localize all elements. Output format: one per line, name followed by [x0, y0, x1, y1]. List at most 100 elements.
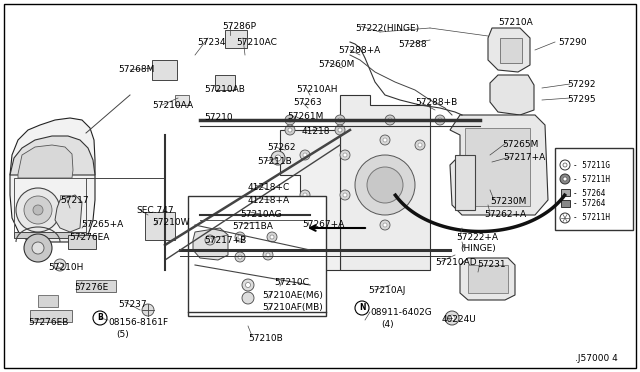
Text: 57210AB: 57210AB	[204, 85, 245, 94]
Circle shape	[367, 167, 403, 203]
Text: 57210: 57210	[204, 113, 232, 122]
Text: .J57000 4: .J57000 4	[575, 354, 618, 363]
Circle shape	[93, 311, 107, 325]
Circle shape	[343, 153, 347, 157]
Text: 57217+B: 57217+B	[204, 236, 246, 245]
Circle shape	[58, 263, 63, 267]
Circle shape	[385, 115, 395, 125]
Bar	[76, 280, 116, 292]
Text: - 57211H: - 57211H	[573, 174, 610, 183]
Circle shape	[340, 190, 350, 200]
Circle shape	[24, 234, 52, 262]
Circle shape	[335, 125, 345, 135]
Text: 57265+A: 57265+A	[81, 220, 124, 229]
Circle shape	[338, 128, 342, 132]
Bar	[188, 196, 326, 316]
Circle shape	[242, 279, 254, 291]
Circle shape	[288, 128, 292, 132]
Circle shape	[303, 193, 307, 197]
Text: 40224U: 40224U	[442, 315, 477, 324]
Bar	[225, 30, 247, 48]
Text: 57211BA: 57211BA	[232, 222, 273, 231]
Circle shape	[449, 315, 455, 321]
Circle shape	[288, 118, 292, 122]
Polygon shape	[488, 28, 530, 72]
Bar	[60, 195, 70, 201]
Text: 57210AE(M6): 57210AE(M6)	[262, 291, 323, 300]
Circle shape	[380, 220, 390, 230]
Bar	[152, 60, 177, 80]
Text: 57288+A: 57288+A	[338, 46, 380, 55]
Bar	[561, 189, 570, 196]
Text: - 57264: - 57264	[573, 199, 605, 208]
Text: (HINGE): (HINGE)	[460, 244, 496, 253]
Circle shape	[388, 118, 392, 122]
Circle shape	[303, 153, 307, 157]
Bar	[175, 95, 189, 105]
Circle shape	[242, 292, 254, 304]
Circle shape	[142, 304, 154, 316]
Bar	[468, 265, 508, 293]
Text: 57265M: 57265M	[502, 140, 538, 149]
Text: 57263: 57263	[293, 98, 322, 107]
Circle shape	[300, 150, 310, 160]
Text: (5): (5)	[116, 330, 129, 339]
Text: 57210AG: 57210AG	[240, 210, 282, 219]
Circle shape	[275, 155, 281, 161]
Text: 57268M: 57268M	[118, 65, 154, 74]
Circle shape	[355, 301, 369, 315]
Bar	[561, 200, 570, 207]
Circle shape	[438, 118, 442, 122]
Text: B: B	[97, 314, 103, 323]
Circle shape	[285, 115, 295, 125]
Text: 57217+A: 57217+A	[503, 153, 545, 162]
Circle shape	[235, 252, 245, 262]
Polygon shape	[193, 228, 228, 260]
Text: 57210AD: 57210AD	[435, 258, 477, 267]
Circle shape	[263, 250, 273, 260]
Text: 57290: 57290	[558, 38, 587, 47]
Text: 57286P: 57286P	[222, 22, 256, 31]
Polygon shape	[10, 118, 95, 242]
Text: (4): (4)	[381, 320, 394, 329]
Text: 57230M: 57230M	[490, 197, 526, 206]
Circle shape	[270, 235, 274, 239]
Text: 41218+A: 41218+A	[248, 196, 290, 205]
Circle shape	[355, 155, 415, 215]
Text: 57261M: 57261M	[287, 112, 323, 121]
Text: 57210W: 57210W	[152, 218, 189, 227]
Circle shape	[300, 190, 310, 200]
Circle shape	[338, 118, 342, 122]
Text: 57260M: 57260M	[318, 60, 355, 69]
Circle shape	[54, 259, 66, 271]
Circle shape	[285, 125, 295, 135]
Circle shape	[266, 253, 270, 257]
Text: 57276EB: 57276EB	[28, 318, 68, 327]
Text: 57210A: 57210A	[498, 18, 532, 27]
Circle shape	[208, 238, 212, 242]
Polygon shape	[55, 195, 82, 232]
Text: 57262: 57262	[267, 143, 296, 152]
Circle shape	[235, 232, 245, 242]
Circle shape	[415, 140, 425, 150]
Text: 57276EA: 57276EA	[69, 233, 109, 242]
Text: 08156-8161F: 08156-8161F	[108, 318, 168, 327]
Circle shape	[383, 223, 387, 227]
Circle shape	[267, 232, 277, 242]
Text: 57237: 57237	[118, 300, 147, 309]
Polygon shape	[490, 75, 534, 115]
Text: 57292: 57292	[567, 80, 595, 89]
Circle shape	[271, 151, 285, 165]
Bar	[455, 155, 475, 210]
Circle shape	[246, 282, 250, 288]
Bar	[38, 295, 58, 307]
Circle shape	[32, 242, 44, 254]
Circle shape	[33, 205, 43, 215]
Circle shape	[238, 235, 242, 239]
Bar	[145, 212, 175, 240]
Text: SEC.747: SEC.747	[136, 206, 173, 215]
Circle shape	[563, 177, 567, 181]
Text: 57267+A: 57267+A	[302, 220, 344, 229]
Polygon shape	[280, 130, 340, 270]
Text: 57288: 57288	[398, 40, 427, 49]
